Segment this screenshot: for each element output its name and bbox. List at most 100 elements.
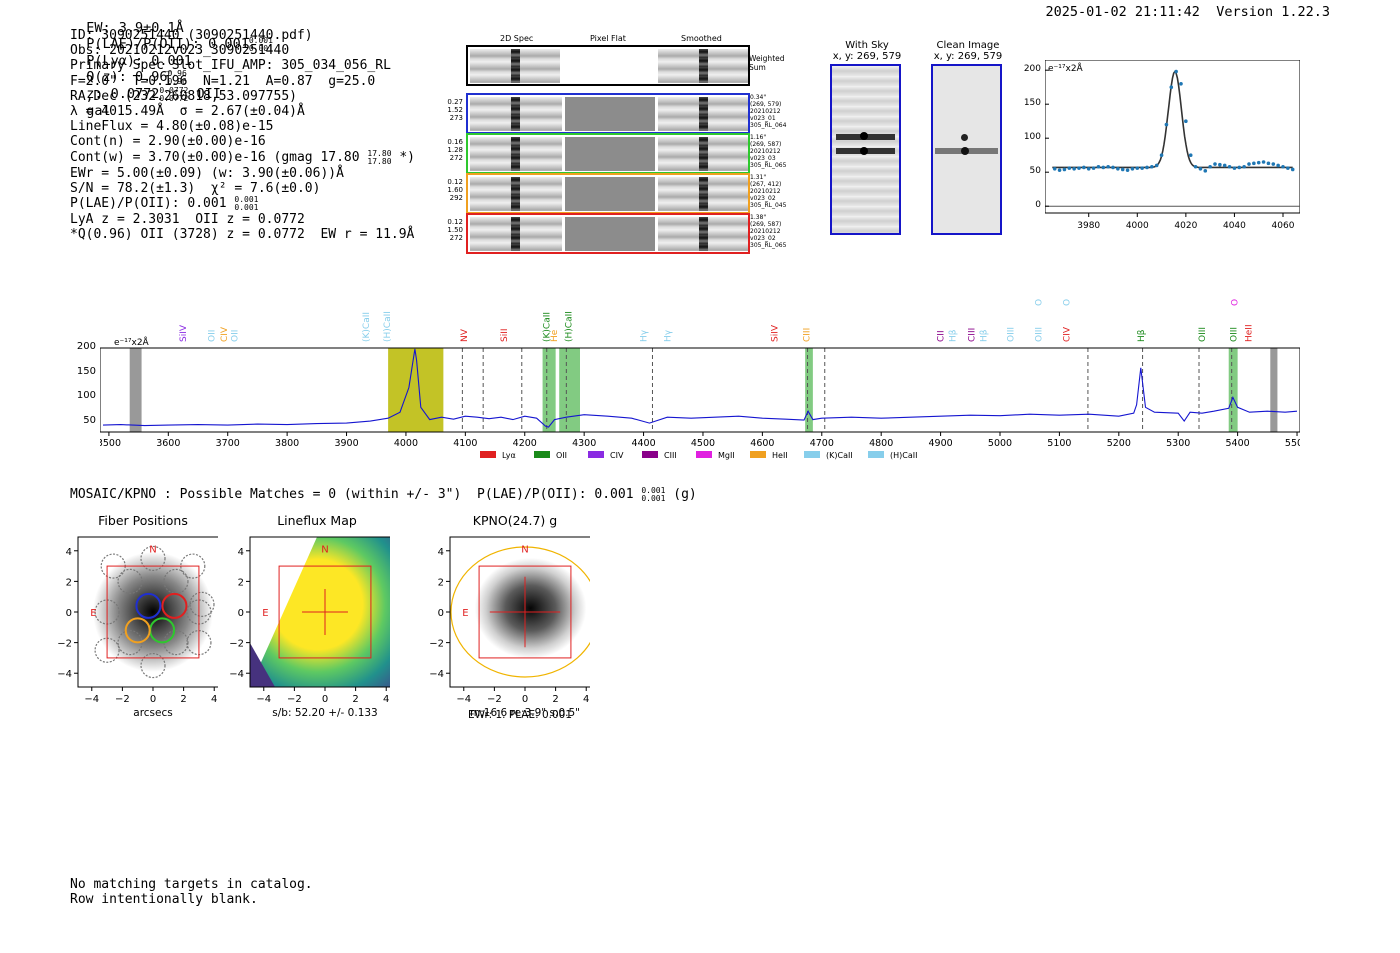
fiber-circle-orange [124, 617, 151, 644]
spectrum-xtick-label: 5100 [1047, 438, 1071, 449]
thumb-xtick-label: −4 [84, 694, 99, 705]
spectral-line-label: OII [1035, 298, 1045, 306]
spectral-line-label: Hβ [948, 329, 958, 342]
cutout-row-4-info: 1.38" (269, 587) 20210212 v023_02 305_RL_065 [750, 214, 787, 249]
compass-north: N [149, 544, 156, 555]
detection-info: ID: 3090251440 (3090251440.pdf) Obs: 202… [70, 28, 415, 242]
catalog-message: No matching targets in catalog. Row inten… [70, 877, 313, 907]
legend-label: Lyα [502, 451, 516, 460]
thumb-xtick-label: 2 [352, 694, 358, 705]
spectral-line-label: CIII [967, 328, 977, 342]
spectral-line-label: OII [1231, 298, 1241, 306]
primary-line: Primary Spec_Slot_IFU_AMP: 305_034_056_R… [70, 58, 391, 74]
fit-data-point [1106, 164, 1110, 169]
spectral-line-label: OII [208, 330, 218, 342]
thumb-ytick-label: −2 [229, 639, 244, 650]
lineflux-map-panel: Lineflux Map N E −4 −4 −2 −2 0 0 2 2 4 4 s/b: 52.20 … [229, 513, 390, 723]
catalog-message-line1: No matching targets in catalog. [70, 877, 313, 892]
spectrum-ytick-label: 50 [83, 415, 96, 427]
kpno-source [466, 554, 590, 667]
fit-data-point [1256, 160, 1261, 165]
thumb-xtick-label: −2 [287, 694, 302, 705]
thumb-xtick-label: −2 [487, 694, 502, 705]
spectrum-ytick-label: 150 [76, 365, 96, 377]
spectral-line-label: NV [460, 328, 470, 342]
fit-xtick-label: 4040 [1223, 221, 1246, 230]
thumb-xtick-label: 2 [180, 694, 186, 705]
fit-units-label: e⁻¹⁷x2Å [1048, 62, 1084, 74]
spectral-line-label: SiIV [179, 324, 189, 342]
fiber-positions-panel: Fiber Positions N E −4 −4 −2 −2 0 0 2 2 4 4 arcsecs [57, 513, 218, 723]
legend-label: HeII [772, 451, 788, 460]
spectrum-flux-line [102, 348, 1298, 428]
ewr-line: EWr = 5.00(±0.09) (w: 3.90(±0.06))Å [70, 165, 344, 181]
compass-east: E [90, 608, 96, 619]
thumb-ytick-label: −2 [57, 639, 72, 650]
spectral-line-label: OIII [1198, 327, 1208, 342]
spectral-line-label: (H)CaII [383, 311, 393, 342]
spectral-line-label: OII [230, 330, 240, 342]
thumb-xtick-label: −4 [256, 694, 271, 705]
cutout-row-3-label: 0.12 1.60 292 [447, 178, 463, 202]
fit-data-point [1252, 161, 1256, 166]
spectrum-xtick-label: 3500 [100, 438, 121, 449]
fit-ytick-label: 200 [1023, 64, 1041, 75]
fit-data-point [1145, 165, 1149, 170]
band-line [542, 348, 556, 432]
sky-images: With Sky x, y: 269, 579 Clean Image x, y: … [825, 38, 1010, 243]
fit-data-point [1164, 122, 1169, 127]
spectral-line-label: CIII [802, 328, 812, 342]
full-spectrum-plot: SiIV OII CIV OII (K)CaII (H)CaII NV SiII (K)CaII… [77, 291, 1309, 468]
fit-data-point [1290, 167, 1295, 172]
fiber-circle [163, 630, 189, 656]
band-line [1228, 348, 1238, 432]
qz-value: Q(z): 0.96 0.96 0.96 [86, 69, 187, 86]
compass-east: E [462, 608, 468, 619]
spectral-line-label: OIII [1229, 327, 1239, 342]
aperture-box [106, 565, 200, 659]
spectral-line-label: (K)CaII [362, 312, 372, 342]
spectral-line-label: SiIV [770, 324, 780, 342]
thumb-xtick-label: 0 [150, 694, 156, 705]
fit-data-point [1067, 166, 1072, 170]
legend-swatch [642, 451, 658, 458]
spectral-line-label: HeII [1244, 324, 1254, 342]
thumb-ytick-label: 0 [238, 608, 244, 619]
thumb-xtick-label: 4 [583, 694, 589, 705]
spectral-line-label: CIV [1063, 326, 1073, 342]
spectrum-units-label: e⁻¹⁷x2Å [114, 336, 150, 348]
spectra-cutouts: 2D Spec Pixel Flat Smoothed Weighted Sum… [445, 34, 787, 259]
band-line [805, 348, 813, 432]
z-value: z: 0.0772 0.0772 0.0772 OII [86, 86, 221, 103]
legend-swatch [750, 451, 766, 458]
spectrum-xtick-label: 3600 [156, 438, 180, 449]
kpno-ellipse [450, 546, 590, 678]
fit-data-point [1062, 167, 1067, 172]
legend-swatch [588, 451, 604, 458]
spectrum-xtick-label: 5300 [1166, 438, 1190, 449]
legend-label: MgII [718, 451, 735, 460]
band-caii [388, 348, 444, 432]
thumb-ytick-label: −4 [429, 669, 444, 680]
fit-data-point [1242, 164, 1246, 169]
spectral-line-label: Hβ [1137, 329, 1147, 342]
with-sky-caption: With Sky x, y: 269, 579 [832, 40, 902, 62]
legend-swatch [696, 451, 712, 458]
thumb-xlabel: arcsecs [133, 707, 172, 719]
thumb-xtick-label: 4 [383, 694, 389, 705]
spectral-line-label: (K)CaII [543, 312, 553, 342]
legend-swatch [534, 451, 550, 458]
fiber-circle [117, 568, 143, 594]
plae-value: P(LAE)/P(OII): 0.001 0.001 0.001 [86, 36, 273, 53]
fit-data-point [1116, 167, 1120, 171]
cutout-row-2-info: 1.16" (269, 587) 20210212 v023_03 305_RL_065 [750, 134, 787, 169]
fit-data-point [1193, 164, 1198, 169]
fit-data-point [1218, 162, 1222, 167]
spectral-line-label: OIII [1063, 298, 1073, 306]
kpno-image-title: KPNO(24.7) g [472, 513, 558, 528]
compass-east: E [262, 608, 268, 619]
thumb-ytick-label: 2 [438, 577, 444, 588]
thumb-xtick-label: −4 [456, 694, 471, 705]
params-line: F=2.0" T=0.196 N=1.21 A=0.87 g=25.0 [70, 73, 376, 89]
